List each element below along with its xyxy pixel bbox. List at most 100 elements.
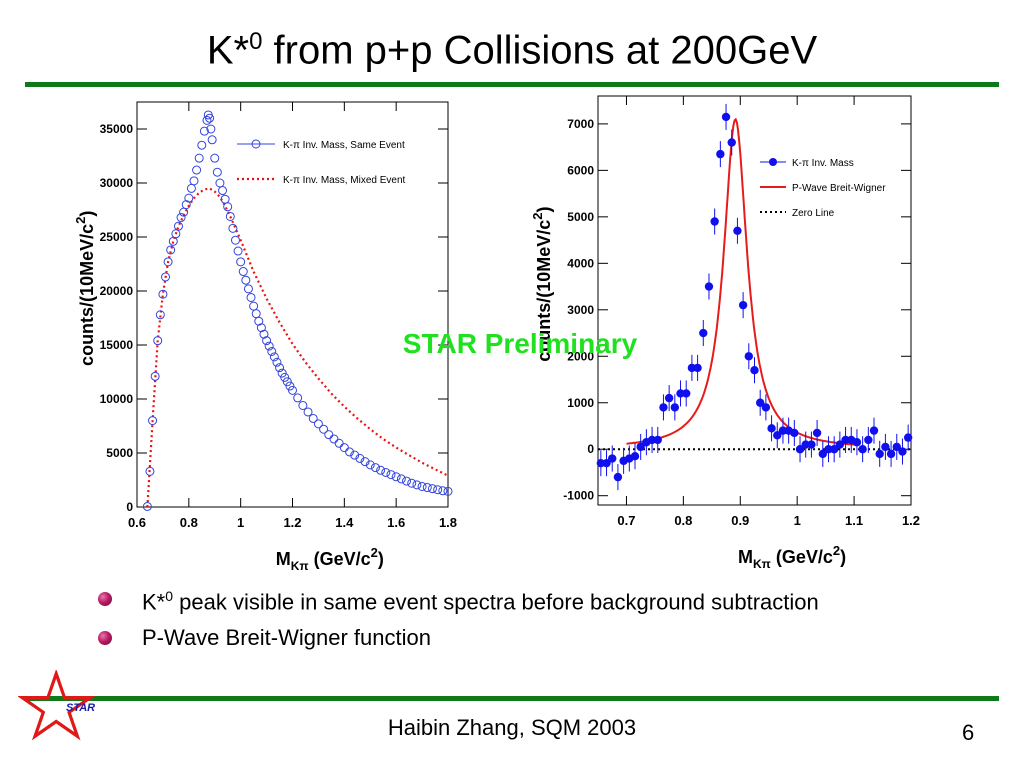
x-axis-label: MKπ (GeV/c2) — [738, 543, 846, 571]
data-point-same-event — [376, 465, 386, 475]
legend-marker — [251, 139, 261, 149]
data-point-same-event — [210, 153, 220, 163]
data-point-same-event — [192, 165, 202, 175]
data-point-same-event — [324, 430, 334, 440]
y-axis-label-text: counts/(10MeV/c2) — [530, 206, 554, 361]
legend-label: K-π Inv. Mass — [792, 158, 854, 169]
star-logo-icon — [18, 670, 96, 741]
data-point-same-event — [233, 246, 243, 256]
data-point-same-event — [313, 419, 323, 429]
top-divider — [25, 82, 999, 87]
x-axis-label: MKπ (GeV/c2) — [276, 545, 384, 573]
data-point-same-event — [153, 336, 163, 346]
data-point — [733, 226, 742, 235]
data-point-same-event — [205, 113, 215, 123]
x-tick-label: 0.8 — [180, 515, 198, 530]
data-point-same-event — [350, 450, 360, 460]
data-point — [716, 149, 725, 159]
legend-marker — [769, 158, 777, 166]
data-point — [659, 403, 668, 412]
data-point-same-event — [212, 167, 222, 177]
data-point-same-event — [282, 377, 292, 387]
data-point-same-event — [329, 434, 339, 444]
data-point-same-event — [381, 467, 391, 477]
data-point — [773, 431, 782, 440]
data-point — [755, 398, 765, 407]
data-point-same-event — [238, 267, 248, 277]
bottom-divider — [25, 696, 999, 701]
data-point-same-event — [197, 140, 207, 150]
legend-label: Zero Line — [792, 208, 835, 219]
data-point-same-event — [422, 483, 432, 493]
data-point-same-event — [443, 486, 453, 496]
data-point-same-event — [241, 275, 251, 285]
data-point-same-event — [202, 115, 212, 125]
footer-author: Haibin Zhang, SQM 2003 — [387, 715, 637, 740]
data-point-same-event — [293, 393, 303, 403]
y-tick-label: 30000 — [100, 176, 134, 190]
data-point — [829, 445, 839, 454]
data-point-same-event — [155, 310, 165, 320]
data-point — [727, 138, 736, 147]
legend-label: K-π Inv. Mass, Same Event — [283, 140, 405, 151]
data-point — [664, 393, 674, 403]
data-point-same-event — [334, 438, 344, 448]
data-point-same-event — [272, 357, 282, 367]
y-tick-label: 3000 — [567, 303, 594, 317]
data-point — [704, 282, 714, 291]
y-tick-label: 25000 — [100, 230, 134, 244]
data-point-same-event — [438, 486, 448, 496]
data-point-same-event — [262, 336, 272, 346]
data-point — [818, 449, 827, 459]
data-point-same-event — [184, 193, 194, 203]
data-point — [653, 435, 662, 445]
data-point-same-event — [427, 484, 437, 494]
y-tick-label: -1000 — [563, 489, 594, 503]
data-point-same-event — [345, 447, 355, 457]
title-main: K* — [206, 28, 250, 73]
plot-frame — [136, 101, 449, 508]
legend-label: K-π Inv. Mass, Mixed Event — [283, 175, 406, 186]
data-point — [881, 442, 890, 452]
data-point — [858, 445, 867, 454]
data-point — [812, 428, 822, 438]
y-tick-label: 5000 — [567, 210, 594, 224]
data-point-same-event — [355, 453, 365, 463]
data-point-same-event — [236, 257, 246, 267]
bullet-item: K*0 peak visible in same event spectra b… — [98, 582, 819, 616]
data-point-same-event — [243, 284, 253, 294]
data-point — [892, 442, 901, 452]
data-point — [864, 435, 873, 445]
round-bullet-icon — [98, 631, 112, 645]
data-point-same-event — [360, 457, 370, 467]
data-point-same-event — [433, 485, 443, 495]
data-point-same-event — [308, 413, 318, 423]
data-point — [750, 366, 759, 375]
data-point-same-event — [264, 341, 274, 351]
data-point-same-event — [142, 501, 152, 511]
data-point-same-event — [339, 443, 349, 453]
y-tick-label: 15000 — [100, 338, 134, 352]
data-point — [710, 217, 719, 226]
page-number: 6 — [962, 720, 975, 745]
data-point-same-event — [412, 480, 422, 490]
data-point-same-event — [223, 202, 233, 212]
bullet-text: P-Wave Breit-Wigner function — [142, 625, 431, 650]
data-point-same-event — [150, 371, 160, 381]
y-axis-label: counts/(10MeV/c2) — [530, 206, 554, 361]
logo-text: STAR — [66, 702, 96, 714]
x-tick-label: 1.4 — [335, 515, 354, 530]
data-point — [636, 442, 645, 452]
data-point-same-event — [280, 372, 290, 382]
data-point-same-event — [407, 478, 417, 488]
data-point — [670, 403, 680, 412]
x-tick-label: 1 — [237, 515, 244, 530]
data-point — [682, 389, 691, 398]
data-point-same-event — [251, 309, 261, 319]
data-point — [699, 328, 708, 338]
y-axis-label: counts/(10MeV/c2) — [73, 211, 97, 366]
data-point-same-event — [228, 223, 238, 233]
data-point-same-event — [288, 385, 297, 395]
data-point-same-event — [298, 400, 308, 410]
y-tick-label: 7000 — [567, 117, 594, 131]
